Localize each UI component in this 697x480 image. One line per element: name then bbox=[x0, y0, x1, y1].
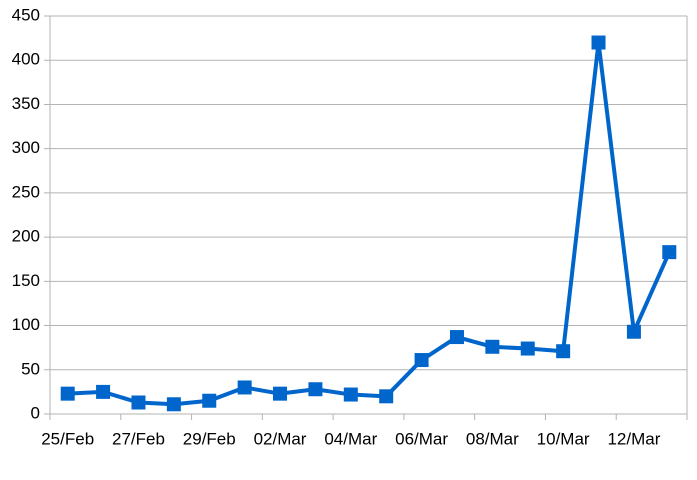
marker bbox=[379, 389, 394, 404]
y-tick-label: 400 bbox=[12, 50, 40, 69]
marker bbox=[343, 387, 358, 402]
x-tick-label: 10/Mar bbox=[537, 429, 590, 448]
marker bbox=[308, 382, 323, 397]
marker bbox=[237, 380, 252, 395]
marker bbox=[273, 386, 288, 401]
marker bbox=[414, 353, 429, 368]
x-tick-label: 29/Feb bbox=[183, 429, 236, 448]
marker bbox=[96, 384, 111, 399]
marker bbox=[556, 344, 571, 359]
marker bbox=[60, 386, 75, 401]
series-line bbox=[67, 40, 672, 407]
y-tick-label: 200 bbox=[12, 227, 40, 246]
marker bbox=[131, 395, 146, 410]
y-tick-label: 350 bbox=[12, 94, 40, 113]
y-tick-label: 250 bbox=[12, 182, 40, 201]
marker bbox=[662, 245, 677, 260]
marker bbox=[449, 330, 464, 345]
x-tick-label: 27/Feb bbox=[112, 429, 165, 448]
y-tick-label: 100 bbox=[12, 315, 40, 334]
x-tick-label: 12/Mar bbox=[607, 429, 660, 448]
x-tick-label: 04/Mar bbox=[324, 429, 377, 448]
y-tick-label: 0 bbox=[31, 403, 40, 422]
x-tick-label: 06/Mar bbox=[395, 429, 448, 448]
x-tick-label: 08/Mar bbox=[466, 429, 519, 448]
marker bbox=[626, 324, 641, 339]
y-tick-label: 300 bbox=[12, 138, 40, 157]
y-tick-label: 50 bbox=[21, 359, 40, 378]
y-tick-label: 450 bbox=[12, 5, 40, 24]
marker bbox=[591, 35, 606, 50]
marker bbox=[166, 397, 181, 412]
x-tick-label: 25/Feb bbox=[41, 429, 94, 448]
y-tick-label: 150 bbox=[12, 271, 40, 290]
x-tick-label: 02/Mar bbox=[254, 429, 307, 448]
marker bbox=[485, 339, 500, 354]
marker bbox=[520, 341, 535, 356]
marker bbox=[202, 393, 217, 408]
